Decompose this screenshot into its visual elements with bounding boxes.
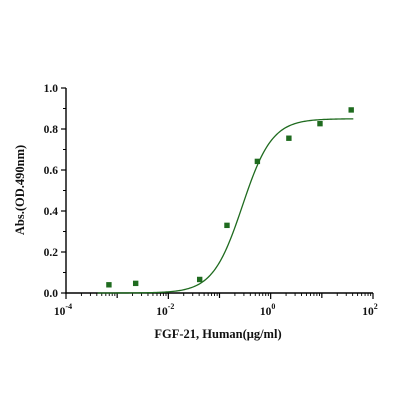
data-point bbox=[317, 120, 323, 127]
y-tick-label: 0.4 bbox=[44, 206, 59, 218]
data-points bbox=[106, 107, 354, 288]
y-axis-title: Abs.(OD.490nm) bbox=[13, 145, 27, 235]
data-point bbox=[132, 280, 139, 287]
x-tick-label: 102 bbox=[362, 302, 378, 318]
y-tick-label: 0.6 bbox=[44, 165, 59, 177]
data-point bbox=[254, 158, 261, 165]
data-point bbox=[196, 276, 203, 283]
data-point bbox=[224, 222, 230, 229]
data-point bbox=[286, 135, 292, 141]
y-tick-label: 0.2 bbox=[44, 247, 59, 259]
fit-curve bbox=[97, 118, 354, 294]
x-tick-label: 100 bbox=[260, 302, 276, 318]
data-point bbox=[106, 282, 112, 288]
y-tick-label: 1.0 bbox=[44, 83, 59, 95]
data-point bbox=[348, 107, 354, 113]
x-tick-label: 10-2 bbox=[156, 302, 174, 318]
y-tick-label: 0.0 bbox=[44, 288, 59, 300]
x-axis-title: FGF-21, Human(μg/ml) bbox=[154, 327, 281, 341]
ticks: 0.0 0.2 0.4 0.6 0.8 1.0 10-4 10-2 100 102 bbox=[44, 83, 378, 318]
y-tick-label: 0.8 bbox=[44, 124, 59, 136]
x-tick-label: 10-4 bbox=[54, 302, 72, 318]
